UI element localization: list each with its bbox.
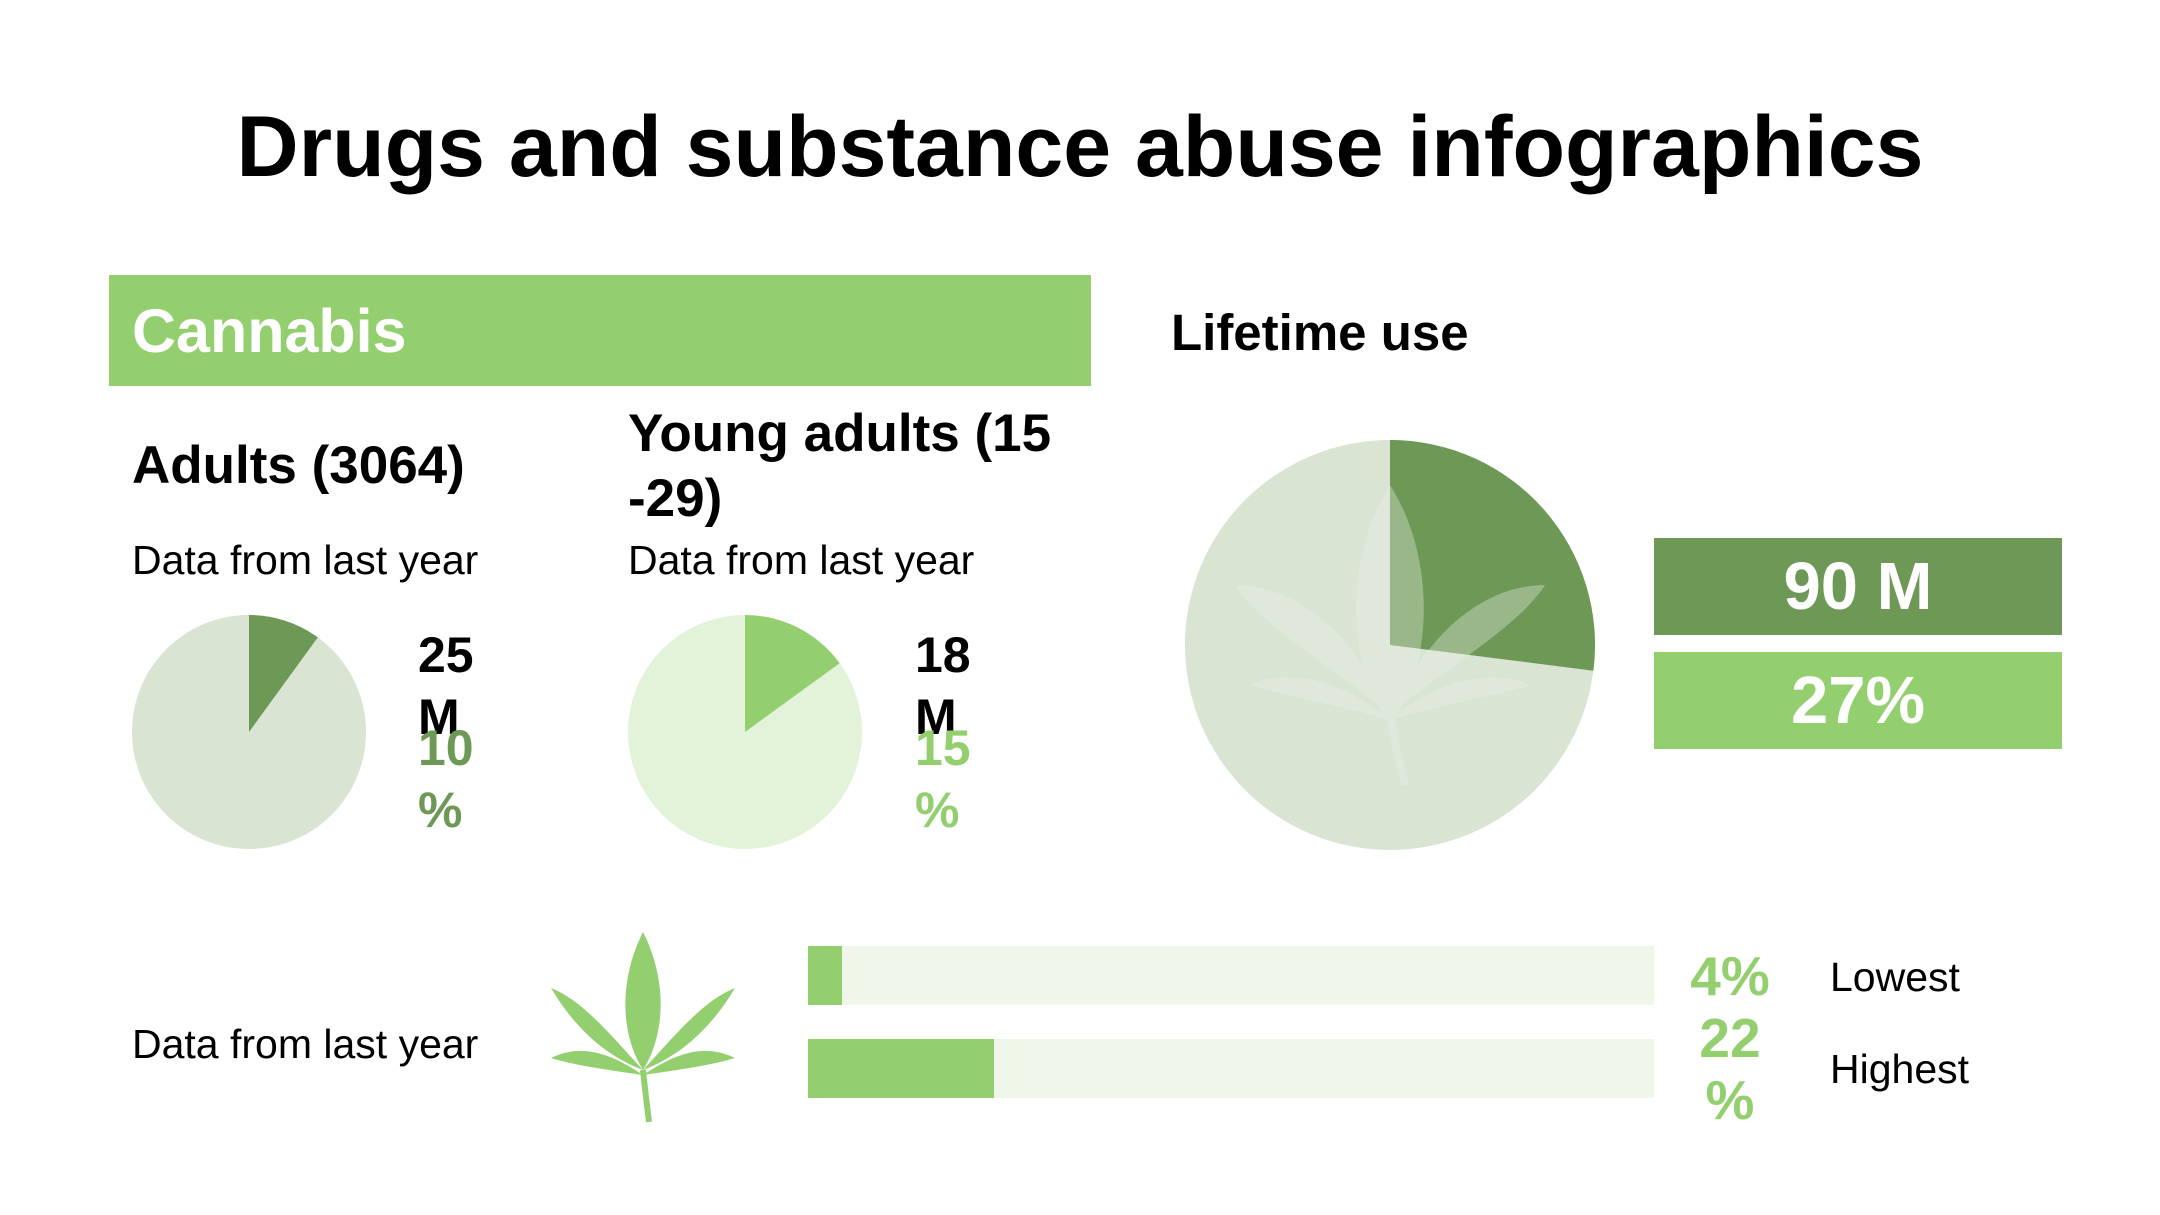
cannabis-banner: [109, 275, 1091, 386]
cannabis-leaf-icon: [1235, 485, 1545, 786]
lifetime-heading: Lifetime use: [1171, 304, 1469, 361]
bar-fill-highest: [808, 1039, 995, 1098]
page-title: Drugs and substance abuse infographics: [236, 99, 1924, 195]
lowest-label: Lowest: [1830, 954, 1960, 1000]
adults-pie-slice-highlight: [249, 615, 318, 732]
young-adults-pie-slice-highlight: [745, 615, 840, 732]
lifetime-count: 90 M: [1783, 549, 1933, 624]
lifetime-count-box: 90 M: [1654, 538, 2062, 635]
lifetime-pie-chart: [1185, 440, 1595, 850]
young-adults-note: Data from last year: [628, 537, 975, 583]
bar-fill-lowest: [808, 946, 842, 1005]
adults-pie-chart: [132, 615, 366, 849]
bottom-note: Data from last year: [132, 1021, 479, 1067]
lifetime-pie-slice-highlight: [1390, 440, 1595, 671]
lifetime-percent: 27%: [1790, 663, 1926, 738]
young-adults-count: 18 M: [915, 627, 971, 745]
young-adults-pie-chart: [628, 615, 862, 849]
bar-track-lowest: [808, 946, 1654, 1005]
adults-count: 25 M: [418, 627, 474, 745]
adults-note: Data from last year: [132, 537, 479, 583]
highest-percent: 22 %: [1699, 1007, 1761, 1131]
young-adults-percent: 15 %: [915, 720, 971, 838]
highest-label: Highest: [1830, 1046, 1970, 1092]
adults-percent: 10 %: [418, 720, 474, 838]
bar-track-highest: [808, 1039, 1654, 1098]
young-adults-heading: Young adults (15 -29): [628, 404, 1052, 528]
lowest-percent: 4%: [1690, 945, 1770, 1007]
adults-heading: Adults (3064): [132, 436, 465, 495]
lifetime-percent-box: 27%: [1654, 652, 2062, 749]
cannabis-leaf-icon: [551, 932, 735, 1123]
banner-label: Cannabis: [132, 297, 407, 365]
